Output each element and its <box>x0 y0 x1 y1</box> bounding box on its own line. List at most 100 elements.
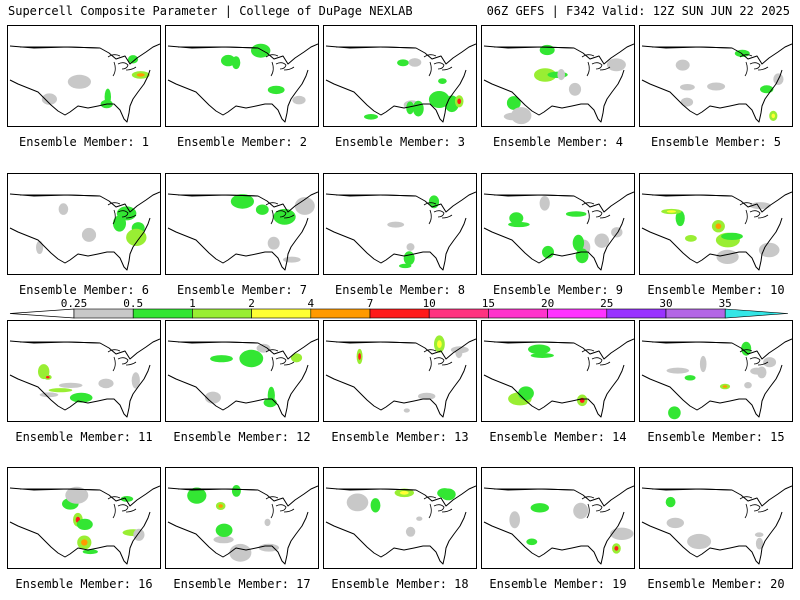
colorbar-end <box>724 308 789 319</box>
coastline <box>167 511 309 565</box>
scp-shading <box>267 236 280 250</box>
scp-shading <box>397 59 409 67</box>
member-label: Ensemble Member: 2 <box>176 135 308 149</box>
scp-shading <box>758 242 780 258</box>
us-map <box>641 338 792 420</box>
scp-core <box>614 546 619 551</box>
canada-border <box>336 341 417 344</box>
great-lakes <box>581 54 611 77</box>
scp-core <box>358 353 361 360</box>
member-label: Ensemble Member: 16 <box>15 577 153 591</box>
member-label: Ensemble Member: 13 <box>331 430 469 444</box>
scp-shading <box>750 367 764 375</box>
great-lakes <box>581 496 611 519</box>
scp-shading <box>539 196 550 211</box>
scp-core <box>771 113 776 119</box>
member-label: Ensemble Member: 17 <box>173 577 311 591</box>
scp-shading <box>406 101 414 115</box>
member-map-3 <box>323 25 477 127</box>
member-label: Ensemble Member: 19 <box>489 577 627 591</box>
member-label: Ensemble Member: 1 <box>18 135 150 149</box>
scp-shading <box>539 44 555 56</box>
coastline <box>325 364 467 418</box>
scp-shading <box>534 68 557 82</box>
canada-border <box>652 46 733 49</box>
scp-shading <box>41 93 58 105</box>
us-map <box>9 43 160 123</box>
canada-border <box>336 194 417 197</box>
scp-shading <box>98 378 114 389</box>
member-map-13 <box>323 320 477 422</box>
great-lakes <box>265 496 295 519</box>
scp-shading <box>131 372 140 389</box>
scp-shading <box>418 392 436 400</box>
scp-shading <box>346 493 369 512</box>
coastline <box>483 69 625 123</box>
colorbar-tick-label: 2 <box>248 297 255 310</box>
us-map <box>483 191 634 271</box>
colorbar-segment <box>665 308 726 319</box>
coastline <box>9 217 151 271</box>
scp-core <box>437 340 442 348</box>
us-map <box>641 485 792 565</box>
great-lakes <box>739 54 769 77</box>
member-map-2 <box>165 25 319 127</box>
scp-shading <box>230 194 254 209</box>
coastline <box>483 364 625 418</box>
colorbar-segment <box>251 308 312 319</box>
colorbar-tick-label: 25 <box>600 297 613 310</box>
member-map-14 <box>481 320 635 422</box>
scp-shading <box>707 82 726 91</box>
scp-shading <box>258 543 279 552</box>
scp-shading <box>292 95 306 105</box>
scp-shading <box>428 91 450 108</box>
scp-shading <box>610 527 634 540</box>
scp-shading <box>509 212 524 224</box>
us-map <box>167 485 318 565</box>
scp-shading <box>403 408 410 413</box>
scp-shading <box>508 221 530 228</box>
us-map <box>325 335 476 418</box>
scp-shading <box>399 263 412 269</box>
colorbar-tick-label: 15 <box>482 297 495 310</box>
us-map <box>9 485 160 565</box>
scp-shading <box>255 204 269 215</box>
scp-core <box>666 210 676 213</box>
scp-shading <box>680 97 694 107</box>
scp-shading <box>39 392 59 398</box>
scp-shading <box>126 228 147 246</box>
scp-shading <box>403 251 415 266</box>
member-label: Ensemble Member: 20 <box>647 577 785 591</box>
coastline <box>325 217 467 271</box>
scp-shading <box>666 367 689 374</box>
canada-border <box>178 488 259 491</box>
member-map-10 <box>639 173 793 275</box>
scp-shading <box>668 406 681 420</box>
great-lakes <box>739 496 769 519</box>
scp-shading <box>294 197 315 215</box>
colorbar-tick-label: 0.25 <box>61 297 88 310</box>
scp-shading <box>215 523 233 537</box>
scp-core <box>46 376 50 379</box>
colorbar-segment <box>488 308 548 319</box>
scp-shading <box>438 78 447 84</box>
coastline <box>167 364 309 418</box>
scp-shading <box>412 100 424 117</box>
scp-shading <box>36 240 44 254</box>
scp-shading <box>65 486 89 504</box>
colorbar-tick-label: 1 <box>189 297 196 310</box>
great-lakes <box>739 349 769 372</box>
scp-shading <box>675 210 685 227</box>
scp-core <box>81 539 88 546</box>
scp-shading <box>187 487 207 504</box>
us-map <box>325 191 476 271</box>
scp-shading <box>48 388 73 393</box>
scp-shading <box>405 526 416 537</box>
scp-shading <box>204 391 221 404</box>
coastline <box>483 217 625 271</box>
scp-shading <box>680 84 695 91</box>
canada-border <box>652 488 733 491</box>
colorbar-tick-label: 10 <box>423 297 436 310</box>
coastline <box>641 364 783 418</box>
member-label: Ensemble Member: 14 <box>489 430 627 444</box>
